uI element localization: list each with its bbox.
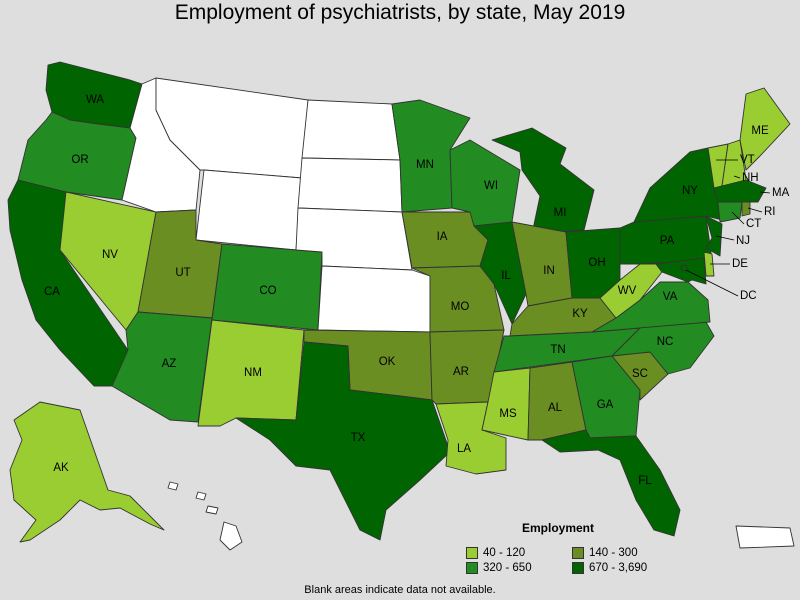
state-NY	[633, 147, 723, 223]
leader-ct	[731, 211, 745, 225]
state-AK	[9, 401, 165, 543]
state-label-ia: IA	[437, 231, 448, 243]
state-RI	[741, 201, 751, 217]
state-NJ	[705, 215, 723, 257]
leader-nj	[715, 235, 735, 241]
state-label-vt: VT	[740, 154, 755, 166]
legend-item-2: 140 - 300	[572, 547, 638, 559]
state-label-pa: PA	[660, 235, 675, 247]
legend-swatch-2	[572, 547, 584, 559]
state-label-or: OR	[71, 154, 88, 166]
state-ND	[301, 99, 401, 161]
state-label-nh: NH	[742, 172, 759, 184]
state-label-in: IN	[543, 265, 555, 277]
state-label-il: IL	[501, 270, 511, 282]
state-label-nm: NM	[244, 367, 262, 379]
state-VA	[591, 281, 711, 333]
state-label-nc: NC	[657, 336, 674, 348]
legend-title: Employment	[522, 521, 595, 535]
leader-ma	[759, 191, 771, 194]
state-label-ok: OK	[379, 356, 396, 368]
state-label-ga: GA	[597, 399, 614, 411]
state-label-ct: CT	[746, 218, 761, 230]
state-label-ny: NY	[682, 185, 698, 197]
legend-swatch-3	[466, 562, 478, 574]
state-label-me: ME	[751, 125, 769, 137]
state-label-ak: AK	[53, 462, 69, 474]
state-ME	[739, 87, 791, 171]
footnote: Blank areas indicate data not available.	[304, 584, 496, 596]
state-label-oh: OH	[588, 257, 605, 269]
legend-swatch-1	[466, 547, 478, 559]
legend-item-3: 320 - 650	[466, 562, 532, 574]
state-label-wi: WI	[484, 180, 498, 192]
state-label-mi: MI	[554, 207, 567, 219]
state-MA	[713, 179, 767, 203]
state-MD	[655, 257, 707, 285]
state-label-ma: MA	[772, 187, 790, 199]
state-label-ut: UT	[175, 267, 190, 279]
leader-ri	[747, 207, 763, 213]
state-label-dc: DC	[740, 290, 757, 302]
state-DE	[703, 251, 715, 277]
state-label-wv: WV	[618, 285, 637, 297]
legend-item-1: 40 - 120	[466, 547, 525, 559]
state-label-fl: FL	[638, 475, 652, 487]
map-title: Employment of psychiatrists, by state, M…	[174, 1, 626, 24]
state-CT	[717, 201, 743, 223]
state-HI	[167, 481, 243, 551]
state-label-ri: RI	[764, 206, 776, 218]
leader-nh	[733, 175, 741, 179]
state-WY	[195, 169, 303, 251]
legend-label-1: 40 - 120	[483, 547, 526, 559]
state-label-mo: MO	[451, 301, 470, 313]
state-label-wa: WA	[86, 94, 104, 106]
state-label-de: DE	[732, 258, 748, 270]
state-label-tx: TX	[351, 432, 366, 444]
legend-label-4: 670 - 3,690	[589, 562, 648, 574]
state-label-mn: MN	[416, 159, 434, 171]
legend-item-4: 670 - 3,690	[572, 562, 647, 574]
legend-label-3: 320 - 650	[483, 562, 532, 574]
state-label-co: CO	[259, 285, 276, 297]
state-label-az: AZ	[162, 358, 177, 370]
state-MI	[491, 127, 595, 235]
state-TX	[235, 341, 451, 541]
state-KS	[317, 265, 431, 333]
state-label-ky: KY	[572, 308, 588, 320]
state-FL	[541, 429, 681, 537]
state-PR	[735, 525, 795, 549]
legend-swatch-4	[572, 562, 584, 574]
state-NC	[591, 321, 715, 375]
state-label-nj: NJ	[736, 235, 750, 247]
state-label-va: VA	[663, 291, 678, 303]
state-label-ca: CA	[44, 286, 60, 298]
state-SD	[297, 157, 403, 213]
state-label-la: LA	[457, 443, 471, 455]
state-DC	[680, 264, 688, 272]
state-label-tn: TN	[550, 344, 565, 356]
legend-label-2: 140 - 300	[589, 547, 638, 559]
state-label-al: AL	[548, 402, 563, 414]
leader-dc	[685, 269, 739, 297]
state-label-ms: MS	[499, 408, 517, 420]
state-label-sc: SC	[632, 368, 648, 380]
state-label-nv: NV	[102, 249, 118, 261]
state-label-ar: AR	[453, 366, 469, 378]
state-MS	[481, 367, 531, 441]
